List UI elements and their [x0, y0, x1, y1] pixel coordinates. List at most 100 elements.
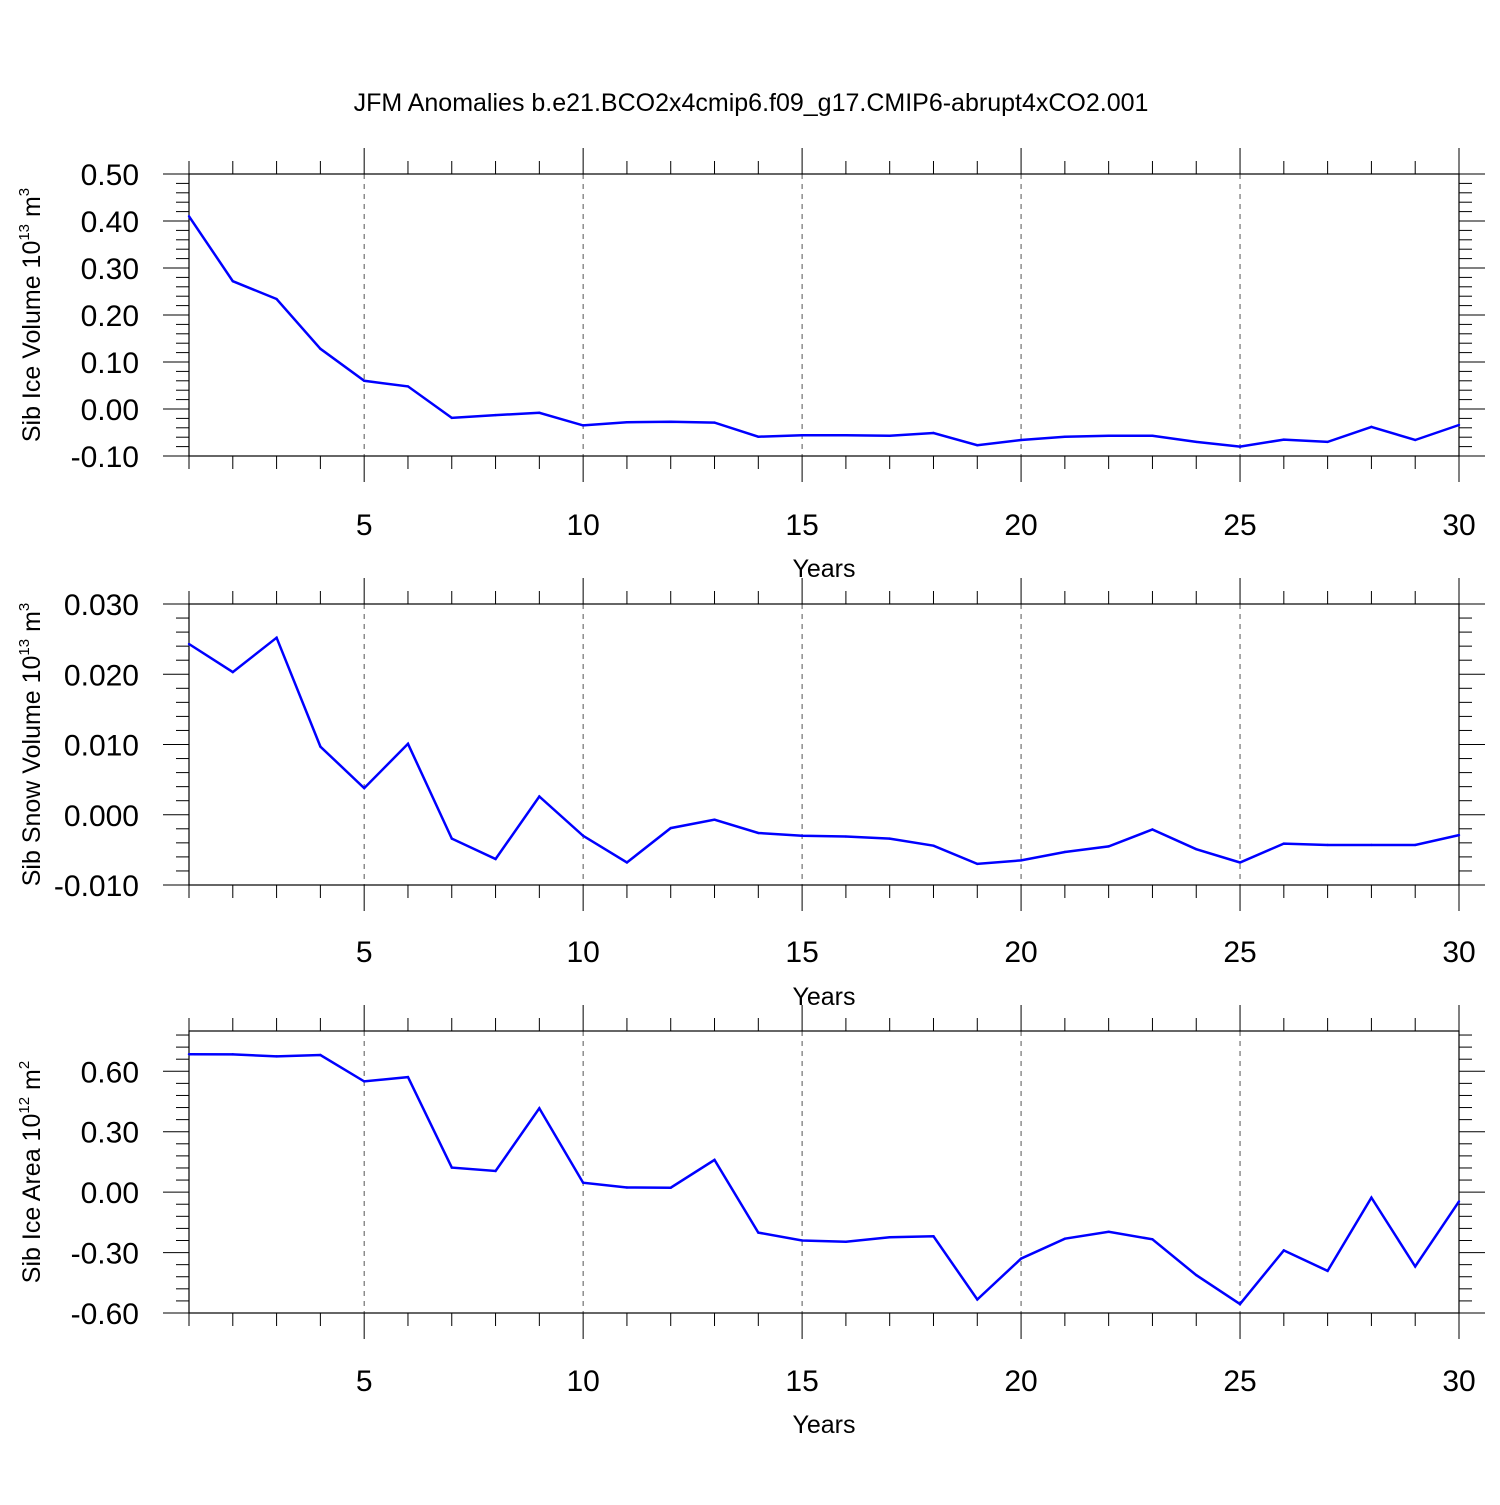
data-point	[888, 1236, 891, 1239]
data-point	[1370, 843, 1373, 847]
data-point	[1238, 861, 1242, 864]
data-point	[538, 1107, 541, 1110]
x-axis-label: Years	[792, 1411, 855, 1439]
data-point	[406, 742, 410, 745]
data-point	[406, 1075, 410, 1079]
x-tick-label: 30	[1442, 936, 1475, 969]
data-point	[494, 857, 497, 861]
data-point	[1282, 438, 1286, 441]
data-point	[844, 835, 848, 838]
data-point	[275, 297, 278, 301]
data-point	[757, 435, 760, 438]
data-point	[669, 826, 672, 830]
y-tick-label: 0.20	[81, 300, 139, 333]
data-point	[1238, 1302, 1242, 1306]
data-point	[625, 1186, 629, 1189]
data-point	[275, 1055, 278, 1058]
data-point	[976, 443, 979, 447]
y-tick-label: 0.00	[81, 394, 139, 427]
y-tick-label: -0.30	[71, 1238, 139, 1271]
data-point	[1107, 434, 1110, 437]
data-point	[319, 1053, 322, 1057]
data-point	[1282, 1249, 1286, 1252]
data-point	[275, 636, 278, 639]
y-tick-label: 0.000	[64, 800, 139, 833]
data-point	[1195, 1273, 1198, 1277]
data-point	[1019, 859, 1023, 862]
x-tick-label: 10	[566, 509, 599, 542]
data-point	[362, 1080, 366, 1083]
data-point	[669, 420, 672, 423]
y-tick-label: 0.50	[81, 159, 139, 192]
data-point	[1370, 425, 1373, 429]
plot-frame	[188, 1030, 1460, 1314]
data-point	[1326, 1269, 1329, 1273]
x-tick-label: 10	[566, 936, 599, 969]
data-point	[1326, 843, 1329, 847]
figure-title: JFM Anomalies b.e21.BCO2x4cmip6.f09_g17.…	[354, 89, 1149, 117]
y-tick-label: 0.30	[81, 1117, 139, 1150]
data-point	[494, 1169, 497, 1173]
data-point	[1063, 850, 1067, 854]
y-tick-label: -0.60	[71, 1298, 139, 1331]
data-point	[1063, 435, 1067, 438]
x-tick-label: 15	[785, 509, 818, 542]
data-point	[1282, 842, 1286, 845]
data-point	[669, 1186, 672, 1189]
data-point	[1414, 843, 1417, 847]
data-point	[625, 420, 629, 424]
x-tick-label: 15	[785, 1365, 818, 1398]
x-tick-label: 5	[356, 936, 373, 969]
data-point	[231, 670, 234, 674]
data-point	[1326, 440, 1329, 444]
data-point	[1414, 1265, 1417, 1268]
data-point	[1457, 423, 1461, 427]
x-tick-label: 30	[1442, 509, 1475, 542]
x-tick-label: 20	[1004, 509, 1037, 542]
chart-panel-2: 0.030 0.020 0.010 0.000 -0.010 5 10 15 20 25 30 Yea…	[16, 578, 1485, 1011]
data-point	[932, 1235, 935, 1238]
data-point	[976, 1298, 979, 1301]
data-point	[494, 413, 497, 417]
y-tick-label: 0.10	[81, 347, 139, 380]
data-point	[231, 279, 234, 283]
data-point	[231, 1053, 234, 1056]
x-tick-label: 25	[1223, 936, 1256, 969]
y-tick-label: 0.40	[81, 206, 139, 239]
data-point	[800, 834, 804, 838]
data-point	[362, 786, 366, 790]
data-point	[1019, 438, 1023, 442]
data-point	[406, 385, 410, 388]
data-point	[187, 642, 191, 646]
y-tick-label: 0.60	[81, 1056, 139, 1089]
data-point	[1063, 1237, 1067, 1240]
data-point	[450, 1166, 453, 1169]
x-tick-label: 5	[356, 509, 373, 542]
data-point	[581, 834, 585, 838]
data-point	[713, 818, 716, 821]
chart-panel-1: 0.50 0.40 0.30 0.20 0.10 0.00 -0.10 5 10 15 20 25 30…	[16, 148, 1485, 583]
x-axis-label: Years	[792, 555, 855, 583]
y-tick-label: 0.010	[64, 730, 139, 763]
data-point	[319, 745, 322, 748]
data-point	[1414, 438, 1417, 442]
data-point	[1107, 1230, 1110, 1234]
data-point	[932, 431, 935, 435]
data-point	[538, 795, 541, 798]
y-tick-label: 0.30	[81, 253, 139, 286]
data-point	[1457, 833, 1461, 837]
x-tick-label: 20	[1004, 936, 1037, 969]
data-point	[581, 1181, 585, 1184]
data-point	[800, 1239, 804, 1242]
data-point	[1151, 434, 1154, 437]
x-axis-label: Years	[792, 983, 855, 1011]
data-point	[800, 434, 804, 437]
x-tick-label: 5	[356, 1365, 373, 1398]
data-point	[319, 347, 322, 351]
data-point	[450, 837, 453, 840]
y-tick-label: 0.030	[64, 589, 139, 622]
data-point	[713, 421, 716, 424]
data-point	[1151, 1238, 1154, 1241]
